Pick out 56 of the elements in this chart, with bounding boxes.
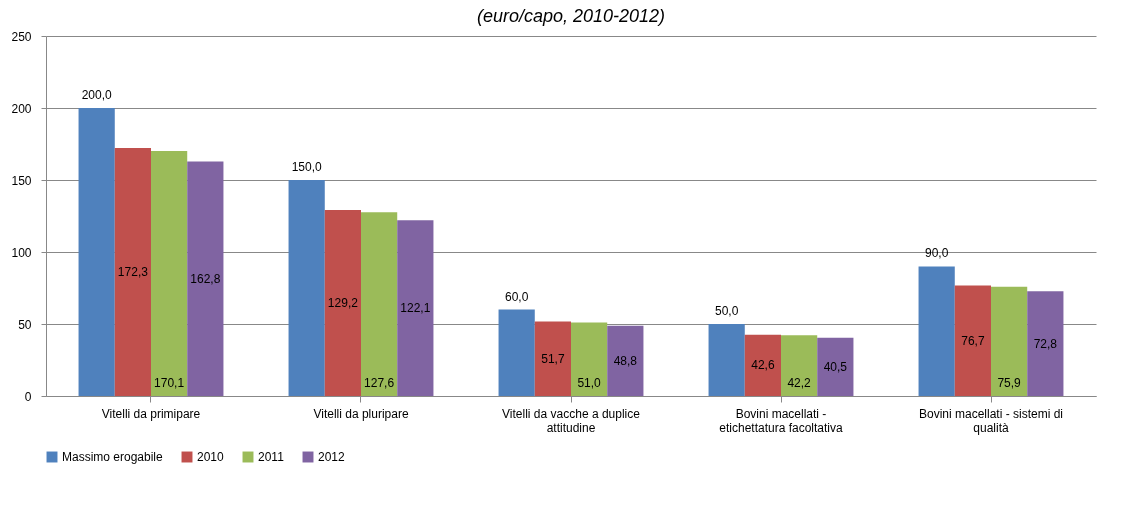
legend-label: 2012: [318, 450, 346, 464]
data-label: 200,0: [81, 88, 112, 102]
bar: [534, 321, 571, 396]
bar: [114, 147, 151, 396]
bar: [498, 309, 535, 396]
data-label: 42,2: [787, 376, 812, 390]
bar: [361, 212, 398, 396]
data-label: 150,0: [291, 160, 322, 174]
x-tick-label: Vitelli da primipare: [101, 406, 201, 421]
bar: [288, 180, 325, 396]
data-label: 172,3: [117, 264, 149, 279]
data-label: 50,0: [714, 304, 739, 318]
y-tick-label: 200: [11, 101, 32, 116]
y-tick-label: 50: [18, 317, 32, 332]
bar: [78, 108, 115, 396]
x-tick-label: Bovini macellati - sistemi di qualità: [918, 406, 1064, 435]
bar: [607, 325, 644, 396]
x-tick-label: Vitelli da pluripare: [313, 406, 409, 421]
y-tick-label: 150: [11, 173, 32, 188]
bar: [954, 285, 991, 396]
data-label: 170,1: [154, 376, 185, 390]
data-label: 75,9: [997, 376, 1022, 390]
bar: [571, 322, 608, 396]
data-label: 72,8: [1033, 336, 1058, 351]
bar: [151, 151, 188, 396]
legend-label: Massimo erogabile: [62, 450, 164, 464]
y-tick-label: 0: [24, 389, 32, 404]
bar: [187, 161, 224, 396]
data-label: 122,1: [400, 301, 431, 316]
data-label: 90,0: [924, 246, 949, 261]
legend-label: 2010: [197, 450, 225, 464]
bar: [781, 335, 818, 396]
y-tick-label: 250: [11, 29, 32, 44]
x-tick-label: Vitelli da vacche a duplice attitudine: [502, 406, 641, 435]
bar: [708, 324, 745, 396]
legend-label: 2011: [258, 450, 285, 464]
data-label: 129,2: [327, 295, 359, 310]
bar: [918, 266, 955, 396]
bar: [991, 286, 1028, 396]
data-label: 60,0: [504, 289, 529, 304]
data-label: 42,6: [751, 358, 775, 373]
data-label: 51,7: [541, 351, 565, 366]
bar: [397, 220, 434, 396]
chart-subtitle: (euro/capo, 2010-2012): [476, 6, 666, 26]
data-label: 48,8: [613, 353, 638, 368]
data-label: 40,5: [823, 359, 848, 374]
data-label: 127,6: [364, 376, 395, 390]
bar: [324, 209, 361, 396]
y-tick-label: 100: [11, 245, 32, 260]
bar: [1027, 291, 1064, 396]
data-label: 76,7: [961, 333, 985, 348]
data-label: 162,8: [190, 271, 221, 286]
bar: [817, 337, 854, 396]
x-tick-label: Bovini macellati - etichettatura facoltativa: [719, 406, 844, 435]
bar: [744, 334, 781, 396]
data-label: 51,0: [577, 376, 602, 390]
